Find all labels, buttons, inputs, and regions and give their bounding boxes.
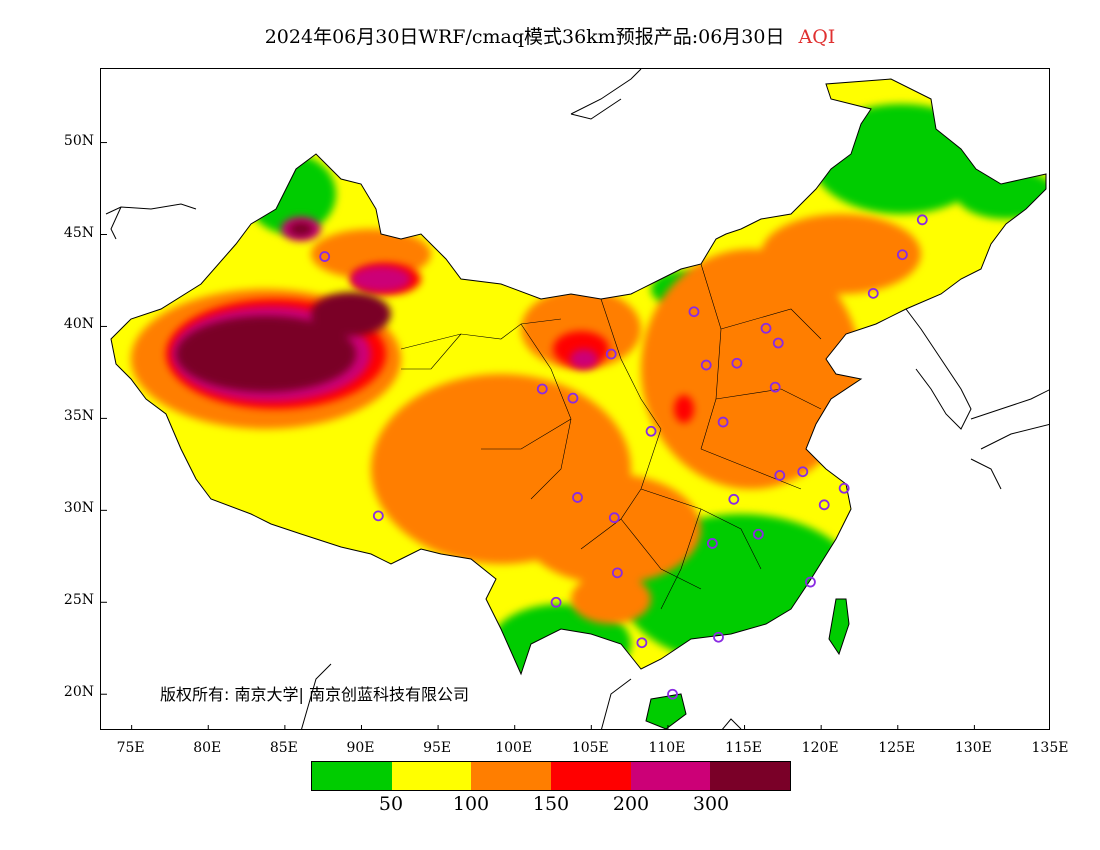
station-marker <box>818 499 830 511</box>
station-marker <box>572 492 583 503</box>
coastlines-and-borders <box>105 69 1049 729</box>
legend-label: 150 <box>532 793 570 815</box>
station-marker <box>731 357 743 369</box>
legend-swatch <box>312 762 392 790</box>
station-marker <box>688 306 700 318</box>
aqi-region-very-unhealthy-turpan <box>351 266 411 292</box>
station-marker <box>772 337 784 349</box>
legend-swatch <box>551 762 631 790</box>
station-marker <box>717 416 729 428</box>
station-marker <box>916 214 928 226</box>
lon-tick-label: 80E <box>193 740 222 756</box>
station-marker <box>536 383 548 395</box>
neighbor-coastline-japan <box>970 389 1049 490</box>
neighbor-coastline-south <box>301 663 742 729</box>
station-marker <box>838 482 850 494</box>
station-marker <box>896 249 908 261</box>
station-markers <box>319 214 928 700</box>
lon-tick-label: 115E <box>725 740 763 756</box>
lon-tick-label: 120E <box>801 740 839 756</box>
color-legend <box>311 761 791 791</box>
station-marker <box>797 466 809 478</box>
legend-label: 200 <box>612 793 650 815</box>
legend-label: 100 <box>452 793 490 815</box>
copyright-text: 版权所有: 南京大学| 南京创蓝科技有限公司 <box>160 685 469 704</box>
station-marker <box>605 348 617 360</box>
aqi-region-unhealthy-henan <box>674 395 694 423</box>
title-main: 2024年06月30日WRF/cmaq模式36km预报产品:06月30日 <box>264 26 785 48</box>
aqi-region-usg-yunnan <box>571 574 651 624</box>
station-marker <box>752 528 764 540</box>
station-marker <box>645 425 657 437</box>
station-marker <box>372 510 384 522</box>
lat-tick-label: 35N <box>63 408 94 425</box>
map-title: 2024年06月30日WRF/cmaq模式36km预报产品:06月30日 AQI <box>0 22 1100 49</box>
aqi-regions-hazardous <box>176 222 391 392</box>
lat-tick-label: 40N <box>63 316 94 333</box>
station-marker <box>319 251 331 262</box>
legend-label: 50 <box>378 793 404 815</box>
station-marker <box>611 567 623 579</box>
station-marker <box>567 392 579 404</box>
lat-tick-label: 25N <box>63 592 94 609</box>
station-marker <box>769 381 781 393</box>
station-marker <box>550 596 562 608</box>
aqi-region-hazardous-north <box>289 222 313 236</box>
station-marker <box>608 512 620 524</box>
aqi-region-hazardous-taklimakan <box>176 316 356 392</box>
province-borders <box>400 263 822 610</box>
lon-tick-label: 125E <box>878 740 916 756</box>
station-marker <box>667 688 678 700</box>
station-marker <box>774 469 786 481</box>
lon-tick-label: 75E <box>116 740 145 756</box>
lat-tick-label: 50N <box>63 132 94 149</box>
station-marker <box>805 576 816 588</box>
lon-tick-label: 135E <box>1031 740 1069 756</box>
lon-tick-label: 85E <box>269 740 298 756</box>
legend-swatch <box>471 762 552 790</box>
station-marker <box>760 322 772 334</box>
neighbor-coastline-north <box>570 69 642 120</box>
taiwan-island <box>828 598 850 656</box>
lon-tick-label: 90E <box>346 740 375 756</box>
neighbor-coastline-west <box>105 203 197 240</box>
aqi-region-usg-northeast <box>761 214 921 294</box>
legend-label: 300 <box>692 793 730 815</box>
station-marker <box>867 287 879 299</box>
lon-tick-label: 100E <box>495 740 533 756</box>
map-canvas <box>101 69 1049 729</box>
lat-tick-label: 45N <box>63 224 94 241</box>
title-variable: AQI <box>798 26 836 48</box>
lon-tick-label: 130E <box>954 740 992 756</box>
lon-tick-label: 105E <box>571 740 609 756</box>
map-frame <box>100 68 1050 730</box>
aqi-region-usg-north-china <box>641 249 861 489</box>
neighbor-coastline-korea <box>905 308 972 430</box>
station-marker <box>700 359 712 371</box>
station-marker <box>728 493 740 505</box>
hainan-island <box>645 693 687 729</box>
legend-swatch <box>710 762 791 790</box>
legend-swatch <box>630 762 711 790</box>
china-border <box>110 78 1047 676</box>
aqi-region-hazardous-east <box>311 292 391 336</box>
lon-tick-label: 110E <box>648 740 686 756</box>
aqi-field <box>111 79 1046 674</box>
lat-tick-label: 20N <box>63 684 94 701</box>
aqi-region-usg-sichuan <box>521 474 701 584</box>
station-marker <box>713 631 724 643</box>
lat-tick-label: 30N <box>63 500 94 517</box>
lon-tick-label: 95E <box>423 740 452 756</box>
aqi-region-very-unhealthy-ningxia <box>570 349 598 369</box>
station-marker <box>636 637 648 649</box>
legend-swatch <box>391 762 472 790</box>
station-marker <box>706 538 718 549</box>
